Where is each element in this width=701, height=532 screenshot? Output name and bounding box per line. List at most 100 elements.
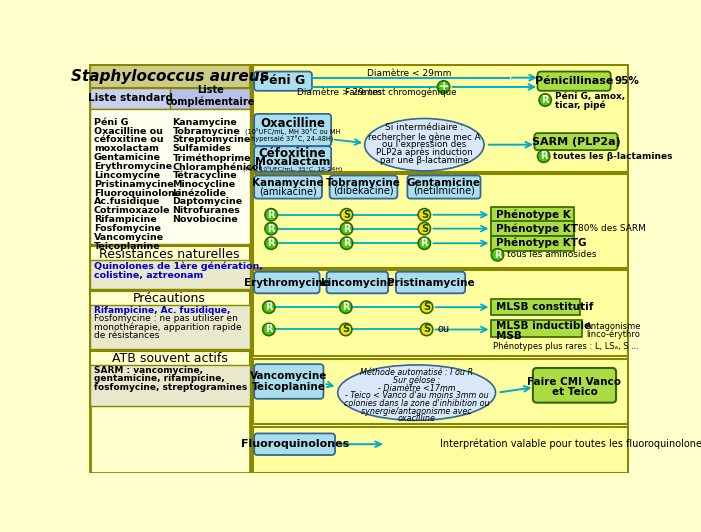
Bar (252, 174, 627, 268)
FancyBboxPatch shape (254, 114, 331, 146)
Text: Si intermédiaire :: Si intermédiaire : (386, 123, 463, 132)
Text: S: S (343, 210, 350, 220)
Circle shape (421, 301, 433, 313)
Text: Rifampicine, Ac. fusidique,: Rifampicine, Ac. fusidique, (94, 306, 231, 315)
Text: linco-érythro: linco-érythro (586, 329, 640, 339)
Circle shape (491, 248, 503, 261)
Bar (90, 64, 250, 88)
Bar (491, 236, 575, 251)
Text: et Teico: et Teico (552, 387, 597, 397)
Text: Minocycline: Minocycline (172, 180, 236, 189)
Text: Lincomycine: Lincomycine (321, 278, 394, 287)
Text: Pénicillinase: Pénicillinase (535, 76, 613, 86)
Text: colonies dans la zone d'inhibition ou: colonies dans la zone d'inhibition ou (343, 399, 489, 408)
Text: colistine, aztreonam: colistine, aztreonam (94, 271, 203, 280)
Text: ou: ou (437, 325, 449, 335)
Text: (nétilmicine): (nétilmicine) (413, 187, 475, 197)
Text: MLSB inductible: MLSB inductible (496, 321, 591, 331)
Text: Vancomycine: Vancomycine (250, 371, 327, 381)
Text: Fluoroquinolone: Fluoroquinolone (94, 188, 181, 197)
Text: monothérapie, apparition rapide: monothérapie, apparition rapide (94, 322, 242, 332)
Text: Tobramycine: Tobramycine (172, 127, 240, 136)
Text: R: R (267, 210, 275, 220)
Text: tous les aminosides: tous les aminosides (507, 250, 597, 259)
Text: Méthode automatisé : I ou R: Méthode automatisé : I ou R (360, 368, 473, 377)
Text: Tobramycine: Tobramycine (326, 178, 401, 188)
Bar (170, 88, 250, 109)
Text: Résistances naturelles: Résistances naturelles (100, 247, 240, 261)
Bar (252, 427, 627, 473)
Ellipse shape (365, 119, 484, 171)
Text: Streptomycine: Streptomycine (172, 136, 251, 145)
Text: Gentamicine: Gentamicine (407, 178, 481, 188)
Text: R: R (541, 95, 549, 105)
Text: par une β-lactamine: par une β-lactamine (380, 155, 468, 164)
Text: R: R (343, 238, 350, 248)
FancyBboxPatch shape (533, 368, 616, 403)
Text: Chloramphénicol: Chloramphénicol (172, 162, 262, 171)
Text: Diamètre > 29mm: Diamètre > 29mm (297, 88, 381, 97)
Text: gentamicine, rifampicine,: gentamicine, rifampicine, (94, 375, 225, 383)
Text: Phénotype KTG: Phénotype KTG (496, 238, 587, 248)
Text: Précautions: Précautions (133, 292, 206, 305)
Text: Cotrimoxazole: Cotrimoxazole (94, 206, 170, 215)
Text: Pristinamycine: Pristinamycine (94, 180, 174, 189)
Text: Liste
complémentaire: Liste complémentaire (165, 85, 255, 107)
Text: Gentamicine: Gentamicine (94, 153, 161, 162)
Bar (90, 109, 250, 244)
FancyBboxPatch shape (254, 71, 312, 91)
Text: Triméthoprime: Triméthoprime (172, 153, 251, 163)
Text: Fosfomycine : ne pas utiliser en: Fosfomycine : ne pas utiliser en (94, 314, 238, 323)
Text: Liste standard: Liste standard (88, 94, 172, 104)
Bar (90, 365, 250, 406)
Text: R: R (267, 238, 275, 248)
Text: Lincomycine: Lincomycine (94, 171, 160, 180)
Text: R: R (265, 302, 273, 312)
Text: Péni G, amox,: Péni G, amox, (555, 93, 625, 102)
Bar (90, 260, 250, 289)
Text: R: R (540, 151, 547, 161)
Text: Kanamycine: Kanamycine (172, 118, 237, 127)
Bar (90, 351, 250, 406)
Text: Teicoplanine: Teicoplanine (252, 382, 326, 392)
Text: Teicoplanine: Teicoplanine (94, 242, 161, 251)
Text: MLSB constitutif: MLSB constitutif (496, 302, 593, 312)
Text: Fosfomycine: Fosfomycine (94, 224, 161, 233)
Text: Pristinamycine: Pristinamycine (387, 278, 475, 287)
Bar (251, 64, 628, 473)
Bar (491, 320, 582, 337)
Text: Faire CMI Vanco: Faire CMI Vanco (527, 377, 622, 387)
Text: S: S (421, 210, 428, 220)
Text: moxolactam: moxolactam (94, 144, 159, 153)
Text: (MH, 10⁵UFC/mL, 35°C, 18-24H): (MH, 10⁵UFC/mL, 35°C, 18-24H) (243, 165, 342, 171)
Text: ATB souvent actifs: ATB souvent actifs (111, 352, 227, 365)
Text: Fluoroquinolones: Fluoroquinolones (241, 439, 349, 449)
Text: céfoxitine ou: céfoxitine ou (94, 136, 163, 145)
Text: Oxacilline ou: Oxacilline ou (94, 127, 163, 136)
Text: Phénotype KT: Phénotype KT (496, 223, 578, 234)
Bar (90, 291, 250, 349)
Text: Daptomycine: Daptomycine (172, 197, 243, 206)
FancyBboxPatch shape (396, 272, 465, 293)
Text: ou l'expression des: ou l'expression des (382, 140, 466, 149)
FancyBboxPatch shape (534, 133, 618, 150)
Text: Sulfamides: Sulfamides (172, 144, 231, 153)
Text: R: R (267, 223, 275, 234)
Text: Péni G: Péni G (260, 74, 305, 87)
Text: Ac.fusidique: Ac.fusidique (94, 197, 161, 206)
FancyBboxPatch shape (327, 272, 388, 293)
Text: R: R (342, 302, 350, 312)
Text: Tétracycline: Tétracycline (172, 171, 237, 180)
Text: Linézolide: Linézolide (172, 188, 226, 197)
Circle shape (339, 323, 352, 336)
Text: SARM : vancomycine,: SARM : vancomycine, (94, 366, 203, 375)
Circle shape (263, 301, 275, 313)
Text: Quinolones de 1ère génération,: Quinolones de 1ère génération, (94, 262, 263, 271)
Text: synergie/antagonisme avec: synergie/antagonisme avec (361, 406, 472, 415)
Text: Phénotype K: Phénotype K (496, 210, 571, 220)
FancyBboxPatch shape (254, 176, 322, 198)
Bar (90, 305, 250, 349)
Ellipse shape (338, 365, 496, 420)
Text: Oxacilline: Oxacilline (260, 117, 325, 130)
Circle shape (418, 209, 430, 221)
